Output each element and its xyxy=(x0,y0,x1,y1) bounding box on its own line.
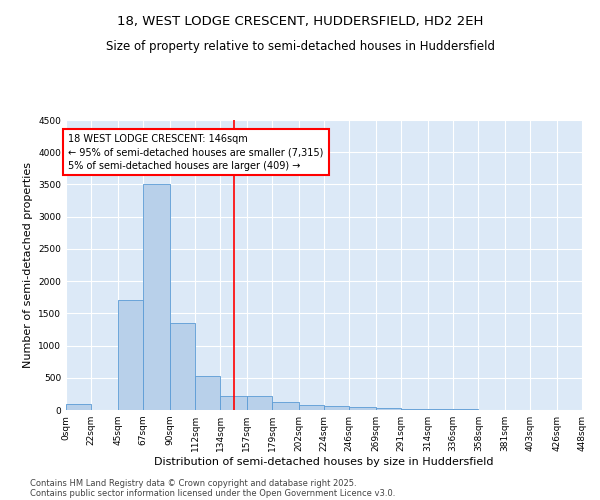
Bar xyxy=(324,406,349,410)
Bar xyxy=(247,396,272,410)
Text: 18 WEST LODGE CRESCENT: 146sqm
← 95% of semi-detached houses are smaller (7,315): 18 WEST LODGE CRESCENT: 146sqm ← 95% of … xyxy=(68,134,323,170)
Bar xyxy=(376,408,401,410)
Bar xyxy=(170,323,195,410)
Bar xyxy=(118,300,143,410)
X-axis label: Distribution of semi-detached houses by size in Huddersfield: Distribution of semi-detached houses by … xyxy=(154,457,494,467)
Bar xyxy=(66,404,91,410)
Bar xyxy=(195,376,220,410)
Text: Contains public sector information licensed under the Open Government Licence v3: Contains public sector information licen… xyxy=(30,488,395,498)
Bar xyxy=(143,184,170,410)
Bar xyxy=(272,402,299,410)
Bar xyxy=(220,396,247,410)
Text: 18, WEST LODGE CRESCENT, HUDDERSFIELD, HD2 2EH: 18, WEST LODGE CRESCENT, HUDDERSFIELD, H… xyxy=(117,15,483,28)
Y-axis label: Number of semi-detached properties: Number of semi-detached properties xyxy=(23,162,32,368)
Bar xyxy=(349,408,376,410)
Text: Contains HM Land Registry data © Crown copyright and database right 2025.: Contains HM Land Registry data © Crown c… xyxy=(30,478,356,488)
Bar xyxy=(401,408,428,410)
Bar xyxy=(299,405,324,410)
Text: Size of property relative to semi-detached houses in Huddersfield: Size of property relative to semi-detach… xyxy=(106,40,494,53)
